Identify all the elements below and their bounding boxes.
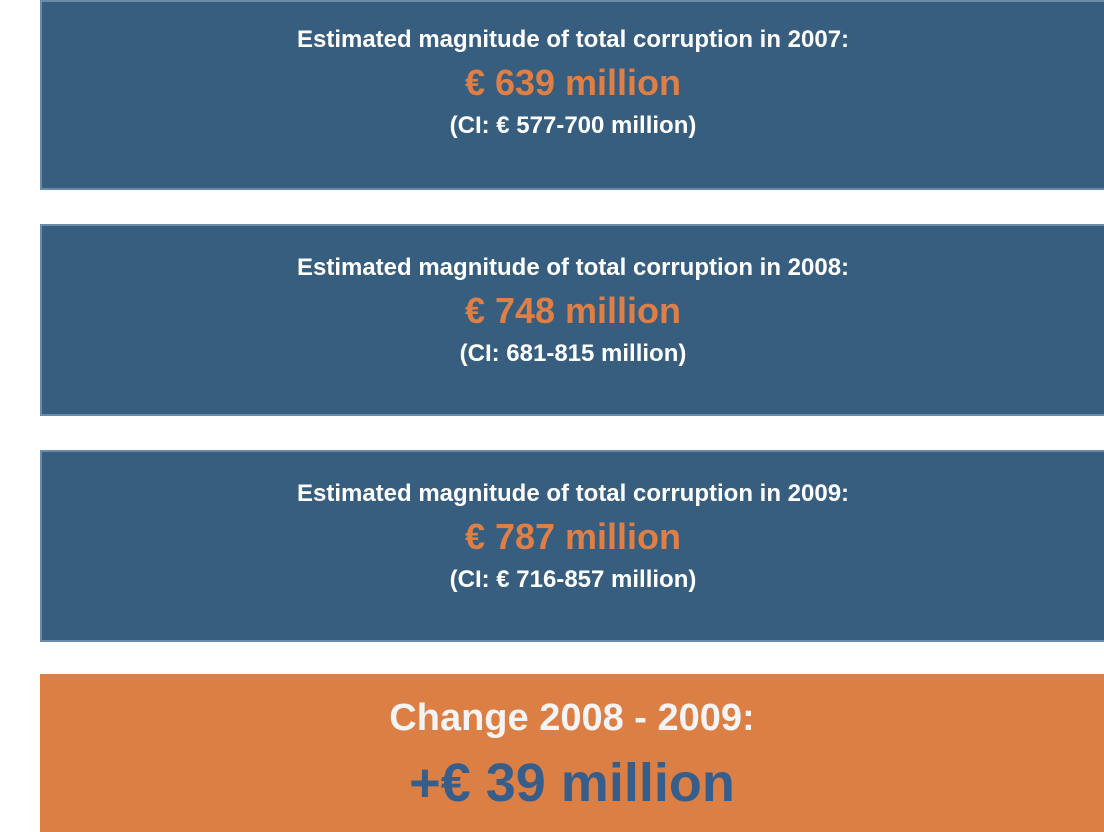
change-box: Change 2008 - 2009: +€ 39 million <box>40 674 1104 832</box>
box-2008: Estimated magnitude of total corruption … <box>40 224 1104 416</box>
box-value: € 748 million <box>464 290 682 331</box>
box-heading: Estimated magnitude of total corruption … <box>296 480 850 507</box>
change-value: +€ 39 million <box>409 753 735 813</box>
box-heading: Estimated magnitude of total corruption … <box>296 254 850 281</box>
box-heading: Estimated magnitude of total corruption … <box>296 26 850 53</box>
change-heading: Change 2008 - 2009: <box>389 697 755 739</box>
box-2007: Estimated magnitude of total corruption … <box>40 0 1104 190</box>
box-interval: (CI: € 577-700 million) <box>449 112 697 139</box>
box-interval: (CI: € 716-857 million) <box>449 566 697 593</box>
box-value: € 639 million <box>464 62 682 103</box>
box-2009: Estimated magnitude of total corruption … <box>40 450 1104 642</box>
box-value: € 787 million <box>464 516 682 557</box>
box-interval: (CI: 681-815 million) <box>459 340 687 367</box>
